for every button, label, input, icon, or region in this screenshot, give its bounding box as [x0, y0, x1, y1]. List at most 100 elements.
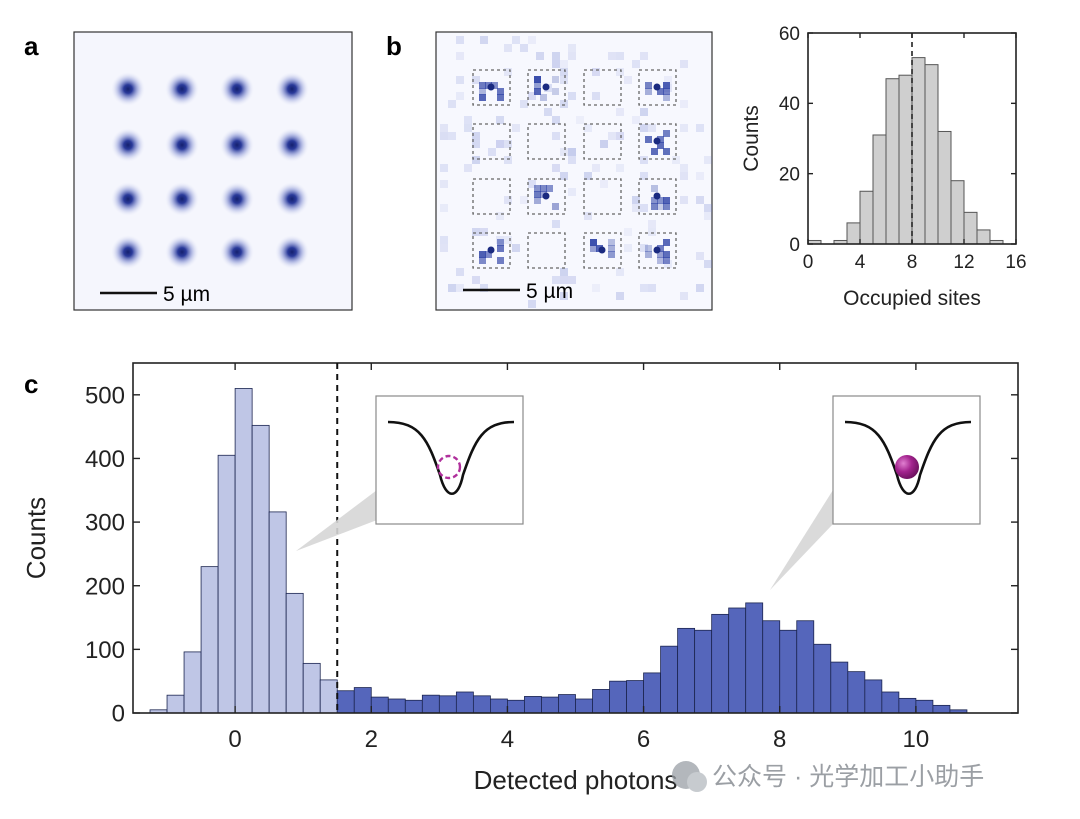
- noise-pixel: [696, 284, 704, 292]
- y-tick-label: 20: [779, 165, 800, 186]
- histogram-bar: [864, 679, 883, 714]
- histogram-bar: [677, 627, 696, 714]
- noise-pixel: [640, 284, 648, 292]
- atom-pixel: [657, 197, 664, 204]
- atom-pixel: [497, 257, 504, 264]
- noise-pixel: [560, 276, 568, 284]
- noise-pixel: [472, 228, 480, 236]
- atom-pixel: [608, 245, 615, 252]
- atom-center: [653, 83, 661, 91]
- noise-pixel: [616, 268, 624, 276]
- noise-pixel: [496, 236, 504, 244]
- noise-pixel: [448, 100, 456, 108]
- x-tick-label: 0: [803, 252, 814, 273]
- atom-pixel: [552, 76, 559, 83]
- atom-center: [487, 246, 495, 254]
- noise-pixel: [560, 100, 568, 108]
- inset-empty-potential: [387, 420, 515, 496]
- site-box-r1c3: [638, 123, 677, 160]
- histogram-bar: [626, 680, 644, 714]
- atom-center: [653, 246, 661, 254]
- y-tick-label: 60: [779, 24, 800, 45]
- atom-pixel: [657, 142, 664, 149]
- histogram-bar: [217, 454, 236, 714]
- noise-pixel: [584, 172, 592, 180]
- histogram-bar: [387, 698, 406, 714]
- noise-pixel: [504, 236, 512, 244]
- noise-pixel: [512, 36, 520, 44]
- noise-pixel: [552, 276, 560, 284]
- atom-pixel: [534, 82, 541, 89]
- trap-dot-r0c1: [165, 72, 199, 106]
- noise-pixel: [616, 164, 624, 172]
- noise-pixel: [592, 164, 600, 172]
- noise-pixel: [592, 92, 600, 100]
- atom-pixel: [651, 185, 658, 192]
- noise-pixel: [704, 156, 712, 164]
- noise-pixel: [472, 140, 480, 148]
- noise-pixel: [448, 284, 456, 292]
- atom-pixel: [645, 251, 652, 258]
- atom-pixel: [497, 239, 504, 246]
- noise-pixel: [632, 60, 640, 68]
- x-tick-label: 8: [907, 252, 918, 273]
- histogram-bar: [872, 134, 887, 245]
- histogram-bar: [302, 662, 321, 714]
- noise-pixel: [560, 268, 568, 276]
- noise-pixel: [440, 204, 448, 212]
- site-box-r0c1: [527, 69, 566, 106]
- panel-label-a: a: [24, 31, 39, 61]
- x-tick-label: 4: [501, 726, 514, 753]
- site-box-r2c1: [527, 178, 566, 215]
- noise-pixel: [480, 228, 488, 236]
- inset-empty-frame: [375, 395, 524, 525]
- atom-pixel: [479, 88, 486, 95]
- histogram-bar: [711, 613, 730, 714]
- noise-pixel: [560, 292, 568, 300]
- site-box-r2c2: [583, 178, 622, 215]
- x-axis-label: Detected photons: [474, 765, 678, 795]
- noise-pixel: [456, 36, 464, 44]
- atom-pixel: [663, 257, 670, 264]
- site-box-r3c0: [472, 232, 511, 269]
- atom-pixel: [479, 82, 486, 89]
- noise-pixel: [440, 132, 448, 140]
- atom-pixel: [497, 88, 504, 95]
- atom-pixel: [663, 251, 670, 258]
- histogram-bar: [898, 697, 917, 714]
- noise-pixel: [552, 164, 560, 172]
- histogram-bar: [813, 643, 832, 714]
- noise-pixel: [488, 148, 496, 156]
- atom-pixel: [645, 245, 652, 252]
- noise-pixel: [568, 44, 576, 52]
- atom-pixel: [663, 203, 670, 210]
- noise-pixel: [648, 228, 656, 236]
- atom-pixel: [590, 245, 597, 252]
- watermark-text: 公众号 · 光学加工小助手: [712, 763, 984, 791]
- noise-pixel: [560, 148, 568, 156]
- noise-pixel: [584, 212, 592, 220]
- histogram-bar: [490, 698, 508, 714]
- atom-center: [653, 192, 661, 200]
- atom-center: [598, 246, 606, 254]
- y-tick-label: 500: [85, 382, 125, 409]
- atom-pixel: [497, 245, 504, 252]
- histogram-bar: [319, 679, 338, 714]
- atom-pixel: [651, 148, 658, 155]
- noise-pixel: [568, 92, 576, 100]
- noise-pixel: [704, 212, 712, 220]
- site-box-r1c1: [527, 123, 566, 160]
- noise-pixel: [456, 52, 464, 60]
- histogram-bar: [885, 78, 900, 245]
- noise-pixel: [568, 156, 576, 164]
- noise-pixel: [576, 116, 584, 124]
- noise-pixel: [528, 92, 536, 100]
- noise-pixel: [512, 124, 520, 132]
- atom-pixel: [534, 185, 541, 192]
- panel-a-scale-label: 5 µm: [163, 283, 210, 306]
- histogram-bar: [924, 64, 939, 245]
- noise-pixel: [464, 124, 472, 132]
- atom-center: [542, 192, 550, 200]
- noise-pixel: [680, 100, 688, 108]
